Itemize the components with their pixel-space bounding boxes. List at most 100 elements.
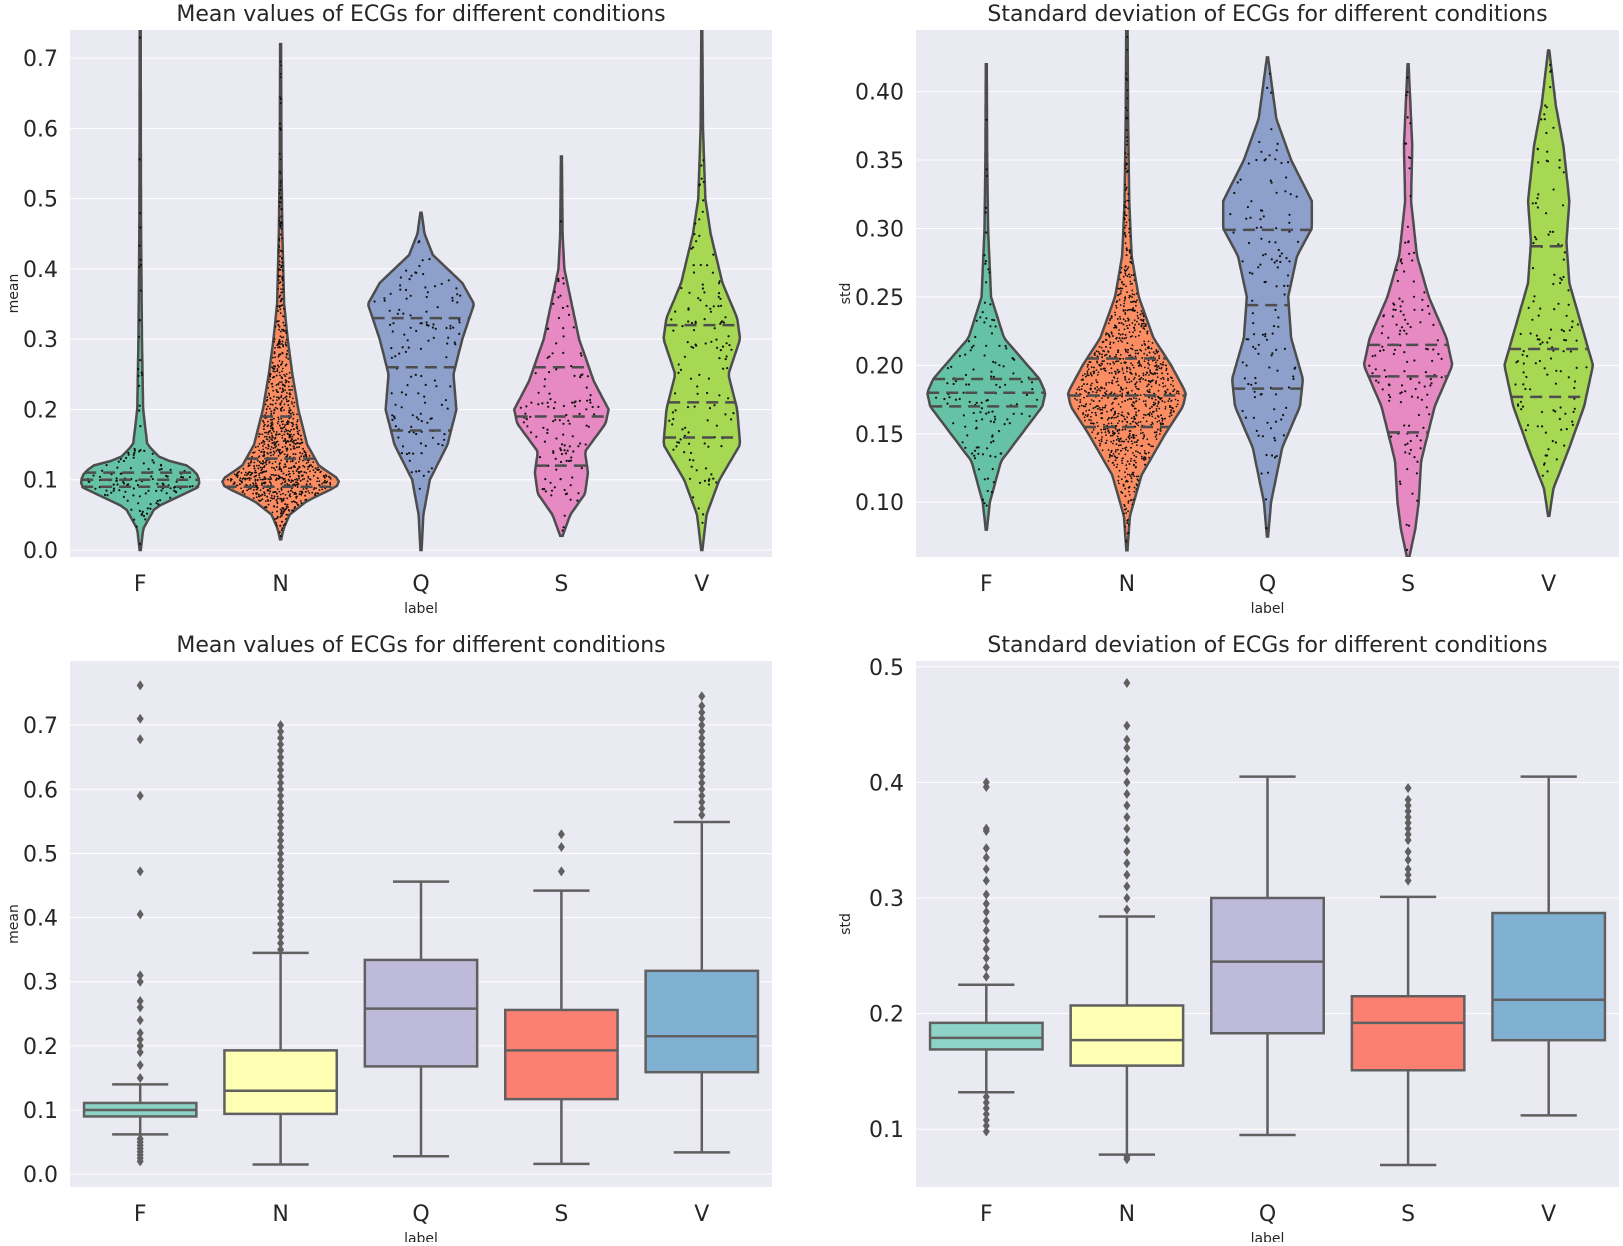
swarm-point [1141, 323, 1143, 325]
swarm-point [981, 453, 985, 456]
swarm-point [680, 287, 683, 290]
swarm-point [292, 500, 295, 503]
swarm-point [1097, 432, 1100, 434]
swarm-point [1104, 431, 1107, 434]
swarm-point [1157, 400, 1160, 403]
swarm-point [1118, 298, 1121, 301]
swarm-point [1087, 368, 1090, 371]
swarm-point [1152, 351, 1155, 353]
swarm-point [1133, 415, 1135, 418]
swarm-point [1420, 398, 1423, 401]
swarm-point [253, 467, 256, 470]
swarm-point [1128, 432, 1131, 435]
swarm-point [1137, 388, 1140, 391]
swarm-point [257, 445, 259, 448]
outlier-F [136, 976, 144, 987]
swarm-point [188, 476, 191, 479]
swarm-point [1404, 318, 1407, 321]
swarm-point [115, 477, 118, 480]
swarm-point [1107, 449, 1110, 451]
swarm-point [1129, 354, 1132, 357]
swarm-point [281, 482, 284, 484]
swarm-point [1137, 317, 1140, 320]
swarm-point [1129, 368, 1132, 371]
swarm-point [1171, 377, 1173, 379]
swarm-point [1537, 193, 1540, 196]
swarm-point [1167, 379, 1169, 382]
swarm-point [261, 467, 264, 469]
swarm-point [1107, 417, 1110, 419]
violin-S [1362, 62, 1454, 557]
swarm-point [728, 344, 731, 347]
swarm-point [274, 325, 277, 328]
swarm-point [1150, 385, 1153, 388]
swarm-point [1379, 349, 1382, 352]
swarm-point [1115, 424, 1118, 427]
y-tick-label: 0.25 [855, 286, 904, 311]
swarm-point [298, 458, 301, 461]
swarm-point [1129, 295, 1132, 297]
swarm-point [280, 98, 282, 101]
swarm-point [263, 492, 266, 495]
swarm-point [1133, 441, 1136, 444]
swarm-point [722, 321, 726, 324]
swarm-point [270, 482, 272, 484]
outlier-N [1123, 858, 1131, 869]
box-N [223, 1049, 339, 1116]
swarm-point [1270, 128, 1273, 131]
swarm-point [292, 423, 295, 426]
outlier-N [277, 899, 285, 910]
swarm-point [275, 441, 278, 443]
swarm-point [420, 452, 423, 455]
swarm-point [267, 499, 269, 501]
swarm-point [293, 401, 296, 404]
swarm-point [279, 182, 282, 184]
swarm-point [1080, 388, 1083, 391]
outlier-V [698, 809, 706, 820]
swarm-point [1381, 388, 1384, 391]
swarm-point [290, 489, 292, 492]
swarm-point [1095, 381, 1098, 383]
swarm-point [280, 529, 283, 532]
swarm-point [1166, 373, 1169, 375]
swarm-point [674, 409, 677, 412]
outlier-N [277, 758, 285, 769]
swarm-point [1002, 365, 1005, 368]
swarm-point [717, 295, 720, 298]
swarm-point [296, 425, 299, 428]
swarm-point [277, 420, 280, 423]
swarm-point [285, 513, 288, 516]
swarm-point [300, 492, 303, 495]
outlier-N [277, 726, 285, 737]
swarm-point [998, 344, 1001, 347]
swarm-point [277, 418, 280, 421]
outlier-N [1123, 742, 1131, 753]
swarm-point [1110, 367, 1113, 370]
swarm-point [1551, 440, 1554, 443]
swarm-point [1104, 404, 1107, 407]
swarm-point [275, 466, 278, 468]
swarm-point [419, 322, 422, 325]
swarm-point [266, 398, 269, 401]
swarm-point [1552, 188, 1555, 191]
swarm-point [296, 481, 299, 484]
swarm-point [1395, 269, 1398, 272]
swarm-point [270, 446, 273, 448]
swarm-point [1127, 199, 1130, 202]
swarm-point [991, 434, 994, 437]
swarm-point [1276, 369, 1279, 372]
swarm-point [273, 451, 276, 454]
swarm-point [1543, 367, 1546, 370]
swarm-point [994, 361, 997, 364]
swarm-point [287, 429, 290, 432]
swarm-point [692, 271, 696, 274]
x-tick-label: F [134, 1202, 147, 1227]
swarm-point [1383, 369, 1386, 372]
swarm-point [433, 285, 437, 288]
swarm-point [1250, 200, 1253, 203]
swarm-point [699, 263, 702, 267]
swarm-point [1098, 400, 1101, 402]
swarm-point [1543, 118, 1546, 121]
swarm-point [280, 215, 282, 218]
swarm-point [546, 431, 549, 435]
